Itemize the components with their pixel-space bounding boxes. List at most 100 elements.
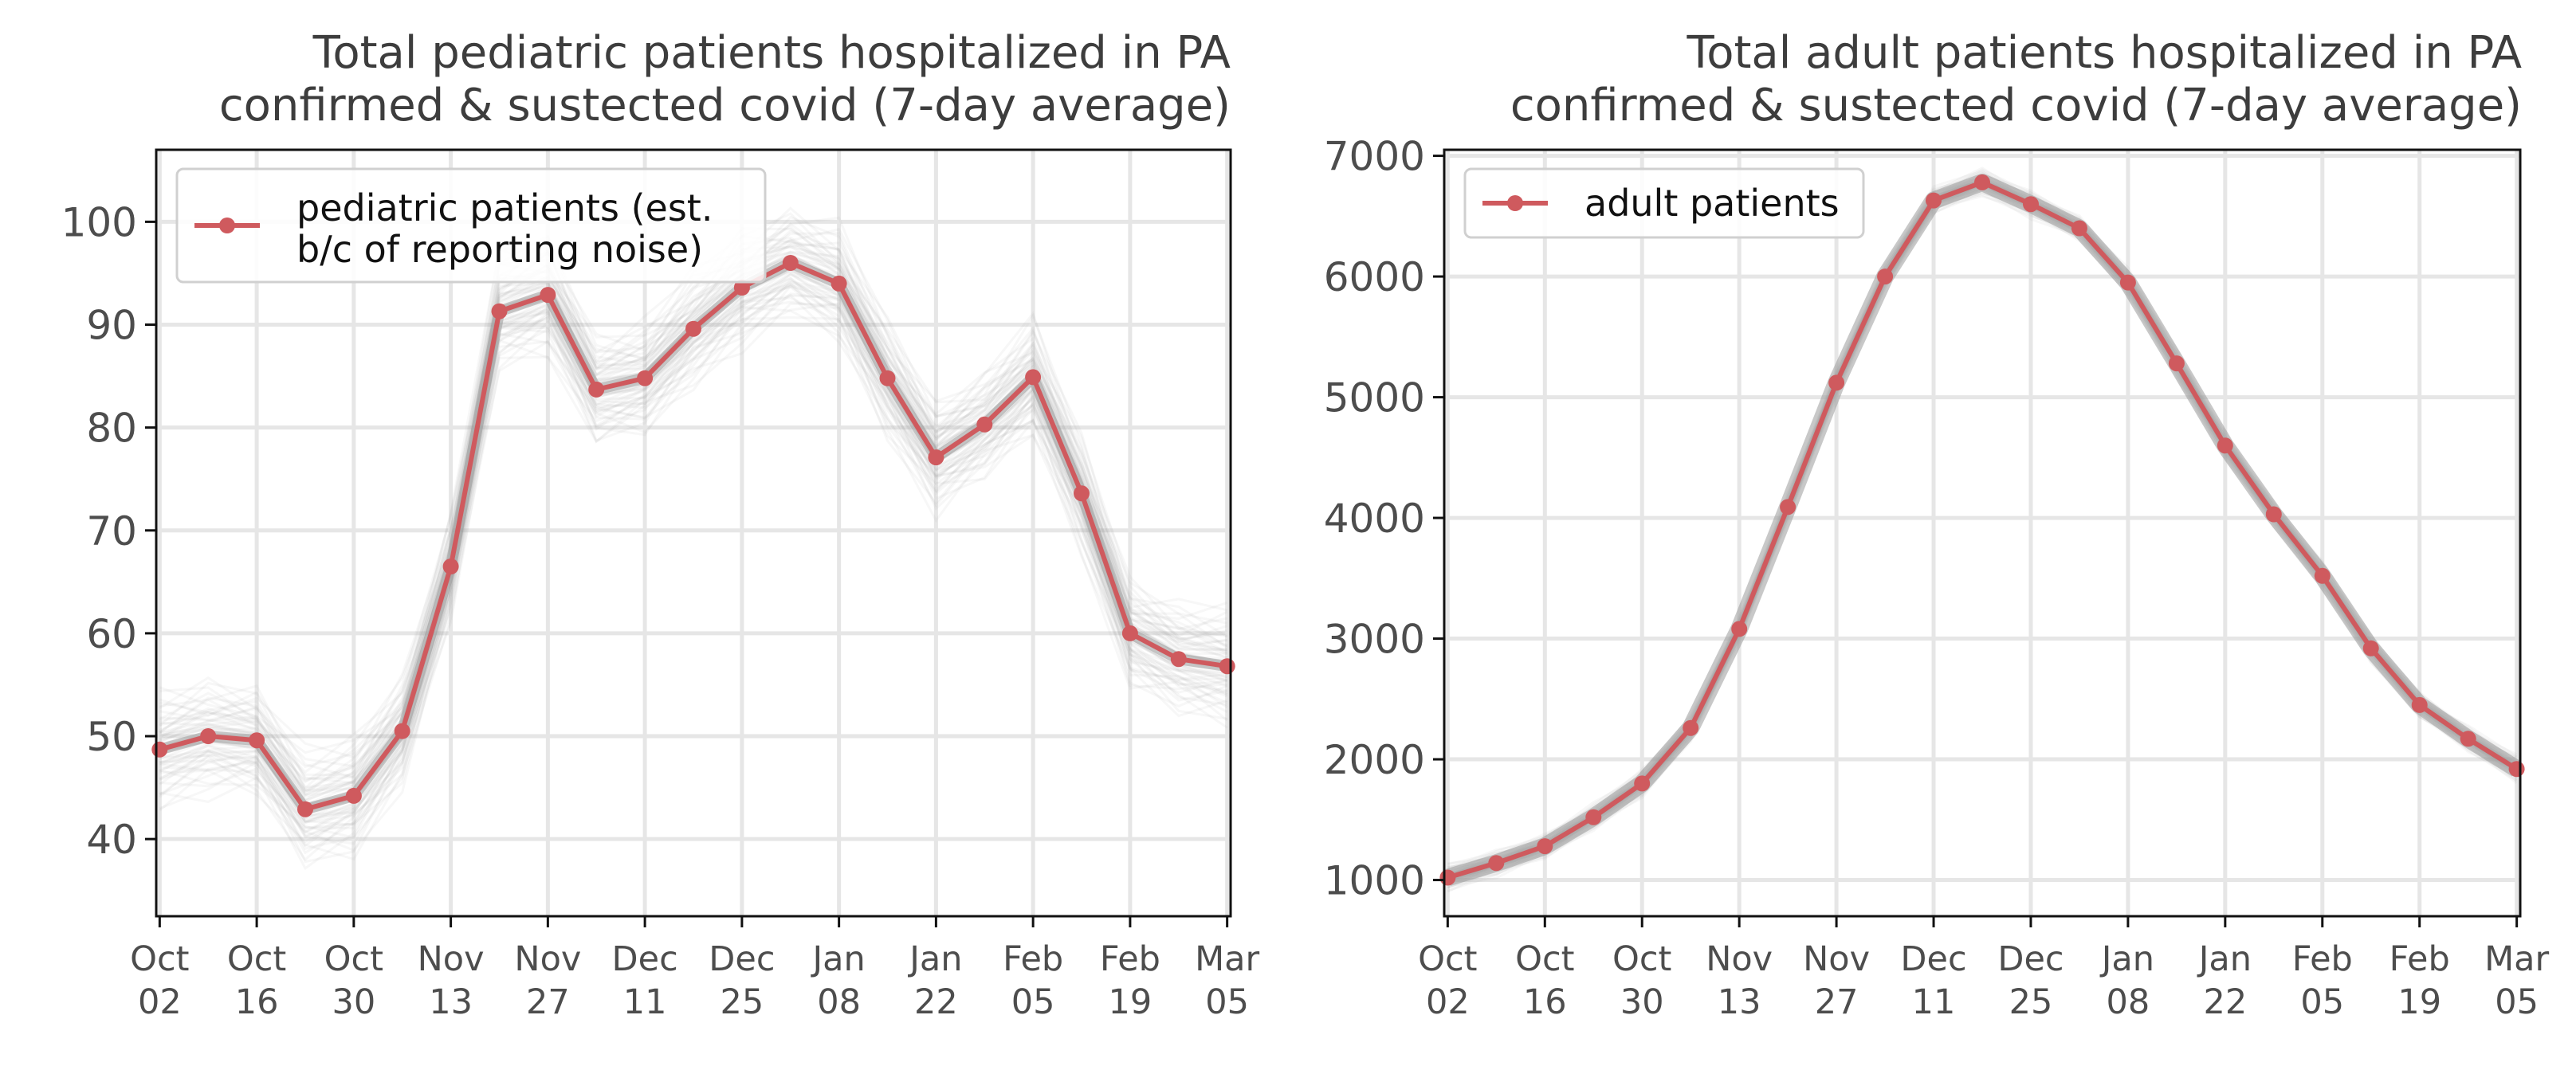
- data-point: [1488, 855, 1505, 872]
- band-trace: [1447, 186, 2518, 886]
- x-tick-label-month: Jan: [907, 939, 962, 979]
- x-tick-label-month: Oct: [1515, 939, 1574, 979]
- x-tick-label-day: 13: [429, 982, 473, 1022]
- band-trace: [159, 227, 1227, 790]
- pediatric-chart-svg: 405060708090100Oct02Oct16Oct30Nov13Nov27…: [61, 148, 1260, 1022]
- x-tick-label-day: 27: [526, 982, 570, 1022]
- x-tick-label-month: Jan: [810, 939, 865, 979]
- band-trace: [159, 302, 1228, 852]
- x-tick-label-month: Nov: [514, 939, 581, 979]
- data-point: [2362, 640, 2379, 656]
- band-trace: [1447, 187, 2518, 886]
- band-trace: [1447, 183, 2518, 882]
- x-tick-label-month: Oct: [1418, 939, 1477, 979]
- y-tick-label: 50: [86, 714, 137, 760]
- band-trace: [1447, 178, 2518, 876]
- band-trace: [159, 245, 1228, 784]
- band-trace: [1447, 185, 2518, 884]
- band-trace: [1447, 179, 2518, 877]
- band-trace: [1447, 180, 2518, 879]
- band-trace: [159, 229, 1228, 785]
- band-trace: [159, 272, 1228, 829]
- adult-chart-svg: 1000200030004000500060007000Oct02Oct16Oc…: [1324, 134, 2550, 1022]
- band-trace: [1447, 194, 2518, 893]
- y-tick-label: 3000: [1324, 617, 1425, 663]
- y-tick-label: 60: [86, 611, 137, 657]
- band-trace: [1447, 174, 2518, 872]
- band-trace: [1447, 183, 2518, 881]
- data-point: [1219, 658, 1235, 675]
- band-trace: [1447, 178, 2518, 876]
- data-point: [685, 320, 701, 337]
- band-trace: [1447, 181, 2518, 880]
- data-point: [1974, 174, 1990, 190]
- band-trace: [1447, 178, 2518, 876]
- data-point: [976, 416, 993, 433]
- data-point: [1537, 838, 1553, 855]
- data-point: [831, 275, 847, 292]
- band-trace: [1447, 177, 2518, 876]
- band-trace: [1447, 185, 2518, 883]
- data-point: [637, 370, 654, 386]
- band-trace: [1447, 191, 2518, 889]
- x-tick-label-day: 11: [623, 982, 667, 1022]
- band-trace: [1447, 175, 2518, 873]
- band-trace: [1447, 176, 2518, 876]
- x-tick-label-month: Nov: [1706, 939, 1773, 979]
- band-trace: [1447, 173, 2518, 871]
- data-point: [345, 787, 362, 804]
- band-trace: [1447, 182, 2518, 881]
- x-tick-label-day: 25: [2009, 982, 2053, 1022]
- band-trace: [159, 292, 1228, 839]
- data-point: [249, 732, 265, 749]
- x-tick-label-month: Dec: [1900, 939, 1966, 979]
- data-point: [491, 303, 508, 319]
- x-tick-label-day: 19: [2397, 982, 2441, 1022]
- y-tick-label: 70: [86, 508, 137, 555]
- x-tick-label-month: Dec: [709, 939, 775, 979]
- band-trace: [1447, 189, 2518, 887]
- x-tick-label-day: 02: [1426, 982, 1470, 1022]
- band-trace: [159, 281, 1228, 864]
- legend-label: adult patients: [1584, 182, 1840, 225]
- x-tick-label-month: Nov: [1803, 939, 1870, 979]
- data-point: [442, 558, 459, 574]
- band-trace: [1447, 177, 2518, 876]
- x-tick-label-month: Oct: [130, 939, 189, 979]
- band-trace: [1447, 179, 2518, 878]
- data-point: [151, 741, 168, 758]
- x-tick-label-month: Dec: [612, 939, 678, 979]
- band-trace: [159, 302, 1227, 829]
- uncertainty-band: [158, 206, 1228, 871]
- band-trace: [159, 276, 1228, 850]
- data-point: [2023, 196, 2039, 213]
- data-point: [2508, 761, 2525, 778]
- band-trace: [1447, 182, 2518, 880]
- data-point: [1634, 775, 1651, 792]
- band-trace: [159, 271, 1228, 837]
- legend-marker-symbol: [1507, 195, 1523, 211]
- adult-chart-panel: Total adult patients hospitalized in PA …: [1275, 0, 2576, 1066]
- x-tick-label-day: 05: [1205, 982, 1249, 1022]
- band-trace: [1447, 181, 2518, 880]
- x-tick-label-month: Oct: [324, 939, 383, 979]
- data-point: [588, 381, 605, 398]
- data-point: [2168, 355, 2185, 372]
- band-trace: [1447, 180, 2518, 879]
- data-point: [782, 255, 799, 271]
- data-point: [394, 723, 410, 739]
- x-tick-label-month: Dec: [1997, 939, 2064, 979]
- x-axis: Oct02Oct16Oct30Nov13Nov27Dec11Dec25Jan08…: [130, 916, 1260, 1022]
- band-trace: [1447, 179, 2518, 877]
- band-trace: [1447, 187, 2518, 886]
- data-point: [2265, 506, 2282, 523]
- legend-label: pediatric patients (est.: [296, 186, 713, 229]
- band-trace: [1447, 180, 2518, 879]
- x-tick-label-day: 27: [1815, 982, 1859, 1022]
- y-tick-label: 80: [86, 406, 137, 452]
- band-trace: [1447, 180, 2518, 879]
- data-point: [1439, 869, 1456, 886]
- x-tick-label-day: 08: [817, 982, 861, 1022]
- band-trace: [1447, 184, 2518, 883]
- y-tick-label: 100: [61, 199, 137, 245]
